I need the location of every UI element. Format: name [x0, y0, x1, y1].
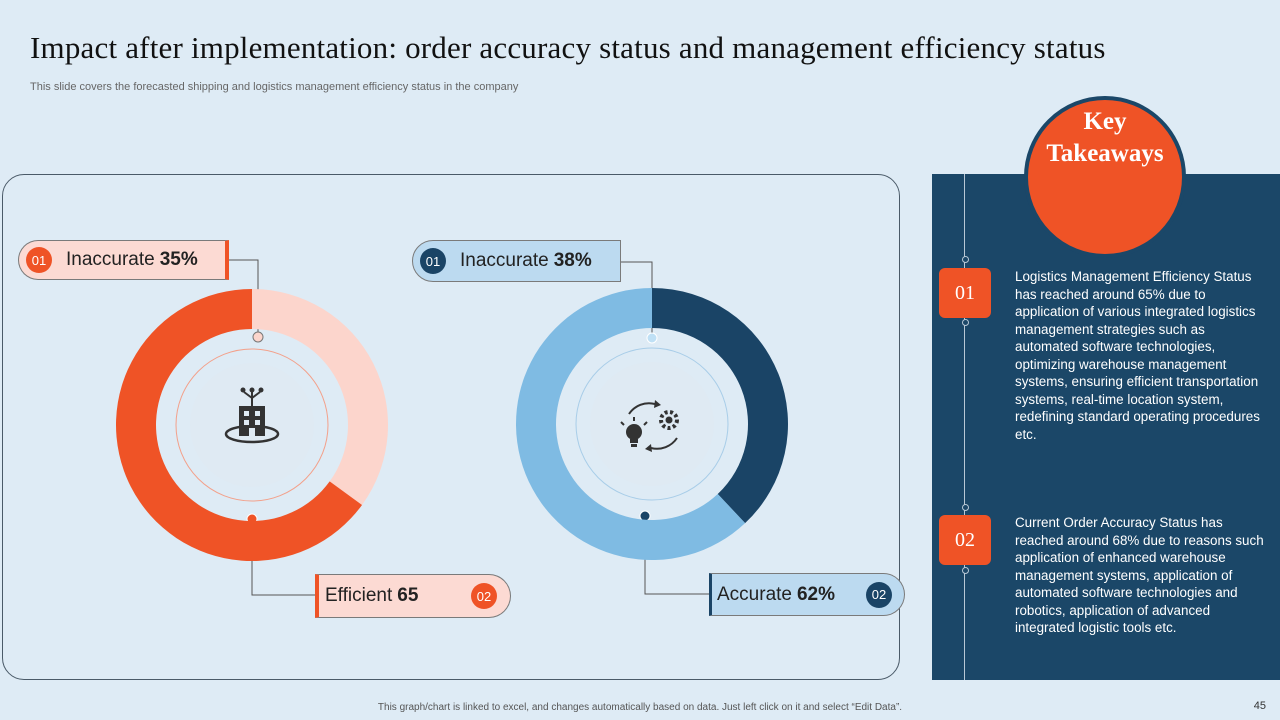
key-takeaways-title-line: Key: [1083, 108, 1127, 135]
donut-slice-efficient: [115, 289, 363, 561]
takeaway-text: Logistics Management Efficiency Status h…: [1015, 269, 1260, 442]
key-takeaways-panel: [932, 174, 1280, 680]
charts-panel: [2, 174, 900, 680]
timeline-dot: [962, 504, 969, 511]
donut-inner-ring: [575, 347, 729, 501]
label-name: Inaccurate: [66, 249, 155, 270]
building-icon: [224, 387, 280, 444]
takeaway-number: 01: [939, 268, 991, 318]
timeline-dot: [962, 319, 969, 326]
donut-slice-inaccurate: [252, 289, 388, 505]
label-right-inaccurate: 01 Inaccurate 38%: [412, 240, 621, 282]
label-left-inaccurate: 01 Inaccurate 35%: [18, 240, 229, 280]
label-name: Efficient: [325, 585, 393, 606]
label-left-efficient: Efficient 65 02: [315, 574, 511, 618]
donut-inner-ring: [175, 348, 329, 502]
label-value: 35%: [159, 249, 198, 270]
key-takeaways-title: Key Takeaways: [1024, 106, 1186, 170]
timeline-dot: [962, 567, 969, 574]
label-value: 62%: [796, 583, 836, 605]
connector-dot: [646, 332, 658, 344]
label-value: 38%: [553, 250, 592, 271]
label-number-badge: 02: [866, 581, 892, 608]
label-number-badge: 01: [420, 248, 446, 274]
takeaway-text: Current Order Accuracy Status has reache…: [1015, 515, 1264, 635]
label-value: 65: [397, 585, 419, 606]
donut-chart-accuracy: [516, 288, 788, 560]
donut-slice-accurate: [516, 288, 746, 560]
bulb-gear-cycle-icon: [620, 400, 679, 452]
page-subtitle: This slide covers the forecasted shippin…: [30, 81, 519, 93]
donut-slice-inaccurate: [652, 288, 788, 524]
label-name: Accurate: [717, 583, 792, 605]
key-takeaways-title-line: Takeaways: [1046, 140, 1164, 167]
timeline-dot: [962, 256, 969, 263]
timeline-line: [964, 174, 965, 680]
takeaway-number: 02: [939, 515, 991, 565]
page-number: 45: [1253, 700, 1266, 712]
label-name: Inaccurate: [460, 250, 549, 271]
footer-note: This graph/chart is linked to excel, and…: [377, 702, 903, 713]
label-right-accurate: Accurate 62% 02: [709, 573, 905, 616]
page-title: Impact after implementation: order accur…: [30, 30, 1106, 65]
label-number-badge: 02: [471, 583, 497, 609]
label-number-badge: 01: [26, 247, 52, 273]
key-takeaways-badge: [1024, 96, 1186, 258]
connector-dot: [252, 331, 264, 343]
donut-center: [590, 362, 714, 486]
